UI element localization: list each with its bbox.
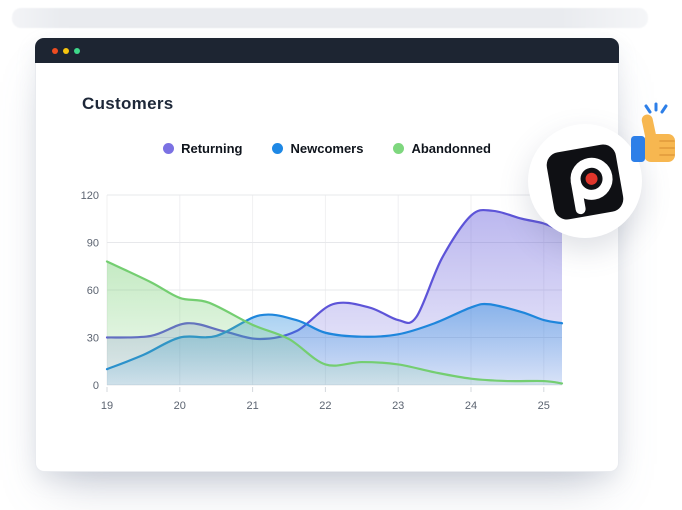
background-accent-bar [12, 8, 648, 28]
legend-item-newcomers[interactable]: Newcomers [272, 141, 363, 156]
traffic-light-close-icon[interactable] [52, 47, 58, 54]
traffic-light-minimize-icon[interactable] [63, 47, 69, 54]
legend-label-abandonned: Abandonned [411, 141, 491, 156]
legend-item-abandonned[interactable]: Abandonned [393, 141, 491, 156]
browser-window: Customers Returning Newcomers Abandonned [35, 38, 619, 472]
legend-dot-abandonned-icon [393, 143, 405, 154]
legend-dot-returning-icon [163, 143, 175, 154]
traffic-light-maximize-icon[interactable] [74, 47, 80, 54]
p-logo-icon [546, 144, 624, 220]
chart-title: Customers [82, 94, 174, 113]
legend-item-returning[interactable]: Returning [163, 141, 242, 156]
logo-badge [528, 124, 642, 238]
legend-label-newcomers: Newcomers [290, 141, 364, 156]
legend-label-returning: Returning [181, 141, 243, 156]
window-titlebar [35, 38, 619, 63]
chart-legend: Returning Newcomers Abandonned [36, 141, 618, 156]
legend-dot-newcomers-icon [272, 143, 284, 154]
thumbs-up-icon [631, 102, 675, 162]
